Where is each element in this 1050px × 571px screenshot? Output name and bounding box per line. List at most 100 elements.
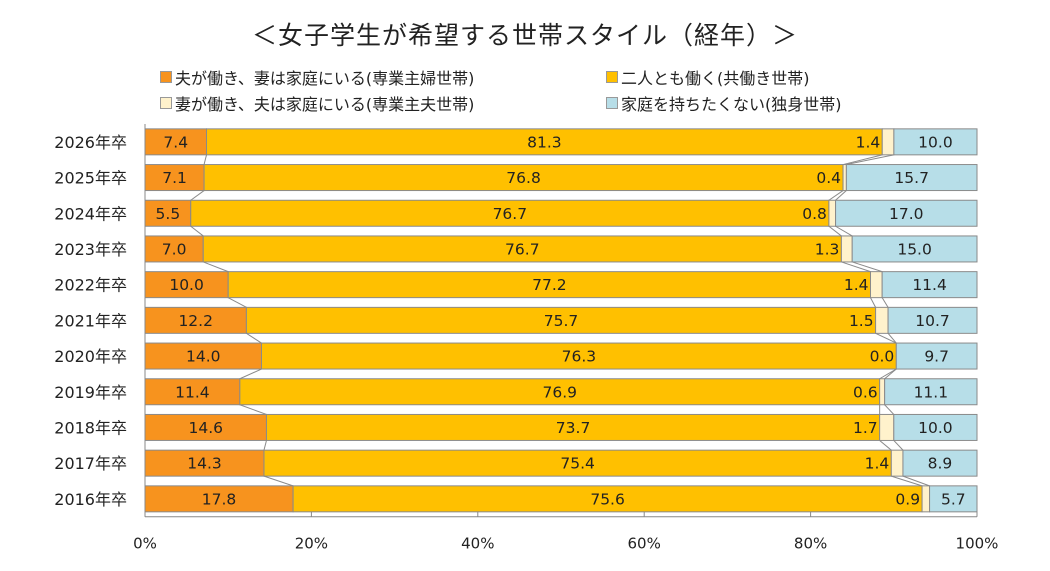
bar-segment xyxy=(870,271,883,299)
series-connector-line xyxy=(875,332,897,344)
series-connector-line xyxy=(828,225,842,237)
bar-segment xyxy=(893,413,978,441)
series-connector-line xyxy=(884,368,897,380)
bar-segment xyxy=(851,235,978,263)
data-label: 76.7 xyxy=(505,240,540,258)
data-label: 75.4 xyxy=(560,455,595,473)
x-tick-label: 60% xyxy=(628,535,661,553)
bar-segment xyxy=(884,378,978,406)
category-label: 2023年卒 xyxy=(54,240,127,259)
bar-segment xyxy=(921,485,931,513)
category-label: 2019年卒 xyxy=(54,383,127,402)
category-label: 2025年卒 xyxy=(54,169,127,188)
bar-segment xyxy=(879,413,895,441)
legend-label: 妻が働き、夫は家庭にいる(専業主夫世帯) xyxy=(175,95,475,114)
data-label: 75.7 xyxy=(544,312,579,330)
bar-segment xyxy=(265,413,881,441)
data-label: 12.2 xyxy=(178,312,213,330)
data-label: 10.0 xyxy=(918,133,953,151)
legend-swatch xyxy=(606,97,618,109)
legend-label: 家庭を持ちたくない(独身世帯) xyxy=(621,95,842,114)
data-label: 14.3 xyxy=(187,455,222,473)
category-label: 2018年卒 xyxy=(54,418,127,437)
bar-segment xyxy=(239,378,881,406)
bar-segment xyxy=(260,342,897,370)
series-connector-line xyxy=(841,261,871,273)
series-connector-line xyxy=(846,154,894,166)
series-connector-line xyxy=(203,261,229,273)
series-connector-line xyxy=(881,297,889,308)
data-label: 0.4 xyxy=(816,169,841,187)
series-connector-line xyxy=(842,154,883,166)
category-label: 2021年卒 xyxy=(54,311,127,330)
series-connector-line xyxy=(246,332,262,344)
data-label: 1.4 xyxy=(844,276,869,294)
data-label: 10.7 xyxy=(915,312,950,330)
series-connector-line xyxy=(263,475,294,487)
series-connector-line xyxy=(902,475,930,487)
series-connector-line xyxy=(887,333,897,344)
data-label: 14.6 xyxy=(188,419,223,437)
series-connector-line xyxy=(190,225,204,237)
x-tick-label: 80% xyxy=(794,535,827,553)
category-label: 2026年卒 xyxy=(54,133,127,152)
bar-segment xyxy=(263,449,892,477)
data-label: 7.4 xyxy=(163,133,188,151)
bar-segment xyxy=(875,306,889,334)
data-label: 11.4 xyxy=(912,276,947,294)
data-label: 1.4 xyxy=(856,133,881,151)
data-label: 7.0 xyxy=(162,240,187,258)
bar-segment xyxy=(203,164,844,192)
legend-swatch xyxy=(160,97,172,109)
data-label: 76.3 xyxy=(562,348,597,366)
data-label: 0.6 xyxy=(853,383,878,401)
bar-segment xyxy=(887,306,978,334)
series-connector-line xyxy=(190,190,205,201)
series-connector-line xyxy=(891,475,923,487)
data-label: 5.5 xyxy=(156,205,181,223)
bar-segment xyxy=(879,378,886,406)
series-connector-line xyxy=(879,368,897,380)
bar-segment xyxy=(828,199,837,227)
data-label: 11.1 xyxy=(914,383,949,401)
category-label: 2024年卒 xyxy=(54,204,127,223)
data-label: 10.0 xyxy=(169,276,204,294)
legend-item-dual-income: 二人とも働く(共働き世帯) xyxy=(606,65,810,89)
bar-segment xyxy=(902,449,978,477)
data-label: 81.3 xyxy=(527,133,562,151)
series-connector-line xyxy=(227,297,247,308)
data-label: 10.0 xyxy=(918,419,953,437)
x-tick-label: 40% xyxy=(461,535,494,553)
series-connector-line xyxy=(884,404,895,415)
category-label: 2017年卒 xyxy=(54,454,127,473)
category-label: 2022年卒 xyxy=(54,276,127,295)
bar-segment xyxy=(227,271,872,299)
series-connector-line xyxy=(879,440,892,451)
bar-segment xyxy=(840,235,853,263)
data-label: 5.7 xyxy=(941,490,966,508)
legend-item-housewife: 夫が働き、妻は家庭にいる(専業主婦世帯) xyxy=(160,65,474,89)
legend-item-househusband: 妻が働き、夫は家庭にいる(専業主夫世帯) xyxy=(160,91,474,115)
series-connector-line xyxy=(828,190,844,201)
bar-segment xyxy=(206,128,883,156)
data-label: 9.7 xyxy=(924,348,949,366)
data-label: 1.5 xyxy=(849,312,874,330)
bar-segment xyxy=(881,271,978,299)
data-label: 15.0 xyxy=(897,240,932,258)
series-connector-line xyxy=(870,297,877,308)
data-label: 14.0 xyxy=(186,348,221,366)
series-connector-line xyxy=(203,154,207,165)
bar-segment xyxy=(895,342,978,370)
bar-segment xyxy=(144,199,192,227)
data-label: 0.8 xyxy=(802,205,827,223)
data-label: 1.4 xyxy=(865,455,890,473)
series-connector-line xyxy=(263,440,267,451)
legend-label: 夫が働き、妻は家庭にいる(専業主婦世帯) xyxy=(175,69,475,88)
series-connector-line xyxy=(852,261,883,273)
bar-segment xyxy=(835,199,978,227)
data-label: 77.2 xyxy=(532,276,567,294)
series-connector-line xyxy=(893,440,904,451)
bar-segment xyxy=(144,235,204,263)
bar-segment xyxy=(890,449,904,477)
bar-segment xyxy=(144,413,267,441)
